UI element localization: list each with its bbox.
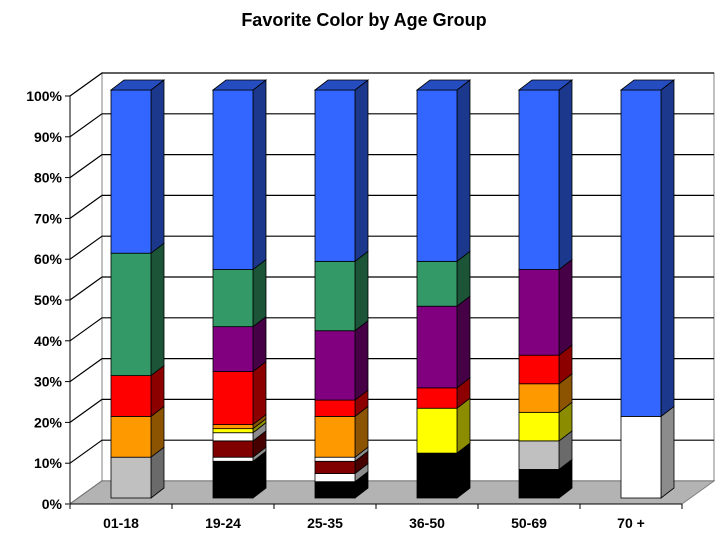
bar-segment-25-35-3 [314, 460, 356, 474]
bar-segment-36-50-7 [416, 387, 458, 409]
bar-segment-01-18-7 [110, 375, 152, 417]
gridline [69, 276, 714, 301]
x-category-label: 70 + [617, 515, 645, 531]
chart-title: Favorite Color by Age Group [241, 10, 487, 30]
bar-segment-01-18-9 [110, 252, 152, 376]
bar-side-50-69-10 [558, 79, 573, 271]
y-tick-label: 90% [34, 129, 63, 145]
y-tick-label: 40% [34, 333, 63, 349]
bar-segment-01-18-6 [110, 415, 152, 458]
bar-segment-25-35-0 [314, 481, 356, 499]
bar-segment-50-69-5 [518, 411, 560, 442]
bar-segment-50-69-0 [518, 469, 560, 499]
bar-side-19-24-10 [252, 79, 267, 271]
y-tick-label: 30% [34, 374, 63, 390]
bar-side-01-18-10 [150, 79, 165, 255]
gridlines [65, 72, 714, 505]
bar-side-25-35-9 [354, 250, 369, 332]
bar-segment-19-24-7 [212, 371, 254, 425]
bar-segment-01-18-2 [110, 456, 152, 499]
bars [109, 79, 676, 499]
bar-segment-36-50-8 [416, 305, 458, 389]
x-category-label: 25-35 [307, 515, 343, 531]
gridline [69, 154, 714, 179]
bar-side-50-69-8 [558, 258, 573, 357]
bar-segment-19-24-4 [212, 432, 254, 442]
floor-plane [68, 480, 716, 505]
gridline [69, 194, 714, 219]
chart-walls [69, 72, 715, 505]
bar-side-36-50-10 [456, 79, 471, 263]
bar-top-01-18 [109, 79, 166, 91]
bar-segment-19-24-9 [212, 269, 254, 328]
bar-segment-25-35-1 [314, 473, 356, 483]
gridline [69, 235, 714, 260]
x-category-label: 19-24 [205, 515, 241, 531]
bar-segment-25-35-6 [314, 415, 356, 458]
bar-segment-25-35-7 [314, 399, 356, 417]
bar-side-19-24-9 [252, 258, 267, 328]
bar-segment-50-69-7 [518, 354, 560, 385]
bar-segment-19-24-10 [212, 89, 254, 270]
bar-side-70 +-1 [660, 405, 675, 499]
y-tick-label: 60% [34, 251, 63, 267]
y-tick-label: 70% [34, 210, 63, 226]
bar-side-25-35-8 [354, 319, 369, 401]
gridline [69, 358, 714, 383]
y-tick-label: 0% [42, 496, 63, 512]
gridline [69, 439, 714, 464]
y-tick-label: 20% [34, 414, 63, 430]
chart-floor [68, 480, 716, 505]
bar-segment-19-24-6 [212, 424, 254, 430]
bar-top-50-69 [517, 79, 574, 91]
bar-segment-19-24-1 [212, 456, 254, 462]
gridline [69, 317, 714, 342]
bar-segment-36-50-10 [416, 89, 458, 262]
y-tick-label: 10% [34, 455, 63, 471]
gridline [69, 398, 714, 423]
bar-segment-01-18-10 [110, 89, 152, 254]
bar-segment-25-35-4 [314, 456, 356, 462]
y-tick-label: 100% [26, 88, 62, 104]
bar-top-19-24 [211, 79, 268, 91]
gridline [69, 113, 714, 138]
bar-segment-19-24-5 [212, 428, 254, 434]
bar-segment-25-35-10 [314, 89, 356, 262]
bar-segment-36-50-5 [416, 407, 458, 454]
bar-segment-50-69-10 [518, 89, 560, 270]
x-category-label: 01-18 [103, 515, 139, 531]
bar-top-70 + [619, 79, 676, 91]
bar-top-36-50 [415, 79, 472, 91]
bar-side-36-50-8 [456, 295, 471, 389]
bar-side-01-18-9 [150, 242, 165, 377]
y-axis-ticks: 0% 10% 20% 30% 40% 50% 60% 70% 80% 90% 100% [26, 88, 62, 512]
bar-top-25-35 [313, 79, 370, 91]
bar-segment-50-69-8 [518, 269, 560, 356]
gridline [69, 72, 714, 97]
bar-segment-70 +-1 [620, 415, 662, 499]
bar-segment-70 +-10 [620, 89, 662, 417]
bar-side-70 +-10 [660, 79, 675, 418]
bar-segment-19-24-8 [212, 326, 254, 372]
bar-segment-19-24-0 [212, 460, 254, 499]
bar-segment-19-24-3 [212, 440, 254, 458]
y-tick-label: 50% [34, 292, 63, 308]
bar-side-19-24-7 [252, 360, 267, 426]
bar-side-25-35-10 [354, 79, 369, 263]
x-axis-categories: 01-18 19-24 25-35 36-50 50-69 70 + [69, 504, 683, 531]
bar-segment-50-69-6 [518, 383, 560, 413]
x-category-label: 36-50 [409, 515, 445, 531]
bar-segment-25-35-8 [314, 330, 356, 401]
y-tick-label: 80% [34, 170, 63, 186]
bar-segment-36-50-9 [416, 260, 458, 307]
bar-segment-25-35-9 [314, 260, 356, 332]
x-category-label: 50-69 [511, 515, 547, 531]
bar-segment-50-69-2 [518, 440, 560, 470]
bar-segment-36-50-0 [416, 452, 458, 499]
